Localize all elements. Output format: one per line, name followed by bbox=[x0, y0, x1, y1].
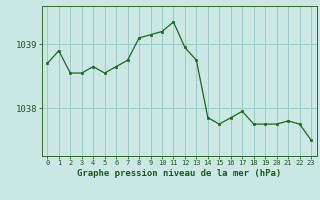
X-axis label: Graphe pression niveau de la mer (hPa): Graphe pression niveau de la mer (hPa) bbox=[77, 169, 281, 178]
